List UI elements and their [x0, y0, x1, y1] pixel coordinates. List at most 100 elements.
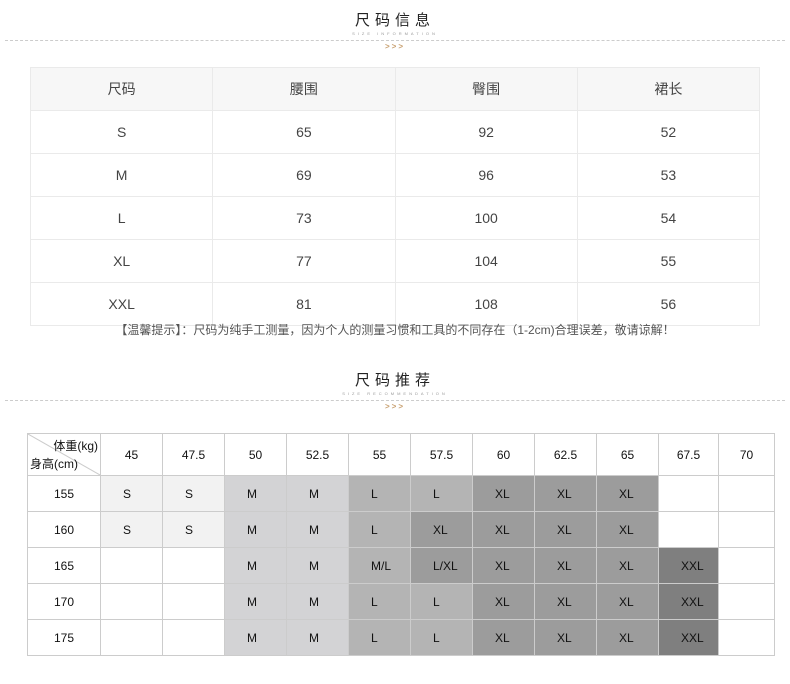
weight-cell: 55: [348, 433, 411, 476]
size-cell: [718, 511, 775, 548]
size-cell: L: [348, 619, 411, 656]
height-row: 170 M M L L XL XL XL XXL: [27, 583, 775, 620]
height-row: 160 S S M M L XL XL XL XL: [27, 511, 775, 548]
size-cell: L: [410, 475, 473, 512]
header-cell: 腰围: [212, 67, 396, 111]
table-row: S 65 92 52: [29, 110, 761, 154]
height-row: 155 S S M M L L XL XL XL: [27, 475, 775, 512]
diagonal-line: [28, 434, 100, 475]
size-cell: XL: [534, 583, 597, 620]
corner-cell: 体重(kg) 身高(cm): [27, 433, 101, 476]
size-cell: XXL: [658, 619, 719, 656]
weight-cell: 45: [100, 433, 163, 476]
weight-cell: 57.5: [410, 433, 473, 476]
arrows-icon: >>>: [380, 402, 409, 411]
size-cell: XL: [596, 619, 659, 656]
height-cell: 160: [27, 511, 101, 548]
weight-cell: 70: [718, 433, 775, 476]
table-header: 尺码 腰围 臀围 裙长: [29, 67, 761, 111]
size-cell: XL: [596, 583, 659, 620]
size-info-heading: 尺码信息 SIZE INFORMATION >>>: [0, 9, 790, 51]
arrows-icon: >>>: [380, 42, 409, 51]
size-cell: L: [348, 511, 411, 548]
size-cell: [162, 583, 225, 620]
size-cell: XL: [534, 547, 597, 584]
header-cell: 尺码: [29, 67, 214, 111]
table-cell: 54: [576, 196, 761, 240]
size-cell: XL: [472, 583, 535, 620]
weight-cell: 62.5: [534, 433, 597, 476]
size-cell: S: [162, 511, 225, 548]
height-row: 175 M M L L XL XL XL XXL: [27, 619, 775, 656]
size-cell: [718, 619, 775, 656]
size-cell: L: [410, 619, 473, 656]
height-row: 165 M M M/L L/XL XL XL XL XXL: [27, 547, 775, 584]
size-cell: S: [100, 475, 163, 512]
table-row: XXL 81 108 56: [29, 282, 761, 326]
size-cell: XL: [596, 547, 659, 584]
table-cell: 73: [212, 196, 396, 240]
table-cell: XL: [29, 239, 214, 283]
size-cell: XL: [596, 511, 659, 548]
table-row: XL 77 104 55: [29, 239, 761, 283]
size-cell: XL: [596, 475, 659, 512]
weight-cell: 65: [596, 433, 659, 476]
divider: [5, 40, 785, 41]
weight-cell: 52.5: [286, 433, 349, 476]
size-recommendation-table: 体重(kg) 身高(cm) 45 47.5 50 52.5 55 57.5 60 62.5 65…: [27, 433, 775, 656]
size-cell: XL: [534, 475, 597, 512]
size-cell: M: [286, 511, 349, 548]
height-cell: 175: [27, 619, 101, 656]
size-cell: XL: [410, 511, 473, 548]
size-cell: M: [224, 475, 287, 512]
height-label: 身高(cm): [30, 457, 78, 471]
size-cell: [100, 583, 163, 620]
size-cell: M: [286, 475, 349, 512]
table-cell: 69: [212, 153, 396, 197]
table-cell: XXL: [29, 282, 214, 326]
weight-cell: 47.5: [162, 433, 225, 476]
size-cell: [718, 547, 775, 584]
size-cell: XL: [534, 511, 597, 548]
size-cell: M: [224, 583, 287, 620]
size-cell: M: [286, 619, 349, 656]
notice-text: 【温馨提示】：尺码为纯手工测量，因为个人的测量习惯和工具的不同存在（1-2cm)…: [115, 323, 675, 337]
size-cell: [162, 547, 225, 584]
size-cell: XL: [534, 619, 597, 656]
table-cell: M: [29, 153, 214, 197]
size-cell: M: [224, 511, 287, 548]
size-cell: XXL: [658, 547, 719, 584]
weight-cell: 67.5: [658, 433, 719, 476]
size-cell: XL: [472, 547, 535, 584]
weight-cell: 60: [472, 433, 535, 476]
table-cell: 92: [394, 110, 578, 154]
size-cell: [658, 475, 719, 512]
size-cell: M: [224, 619, 287, 656]
header-cell: 裙长: [576, 67, 761, 111]
size-cell: S: [100, 511, 163, 548]
divider: [5, 400, 785, 401]
size-cell: M: [224, 547, 287, 584]
table-cell: 55: [576, 239, 761, 283]
size-cell: [658, 511, 719, 548]
size-cell: [100, 547, 163, 584]
table-cell: 96: [394, 153, 578, 197]
size-cell: M: [286, 547, 349, 584]
height-cell: 170: [27, 583, 101, 620]
size-cell: [162, 619, 225, 656]
height-cell: 165: [27, 547, 101, 584]
size-cell: M/L: [348, 547, 411, 584]
size-cell: [100, 619, 163, 656]
size-cell: L/XL: [410, 547, 473, 584]
weight-cell: 50: [224, 433, 287, 476]
size-cell: M: [286, 583, 349, 620]
size-cell: L: [348, 583, 411, 620]
size-cell: XL: [472, 619, 535, 656]
table-cell: S: [29, 110, 214, 154]
size-cell: L: [410, 583, 473, 620]
size-cell: XXL: [658, 583, 719, 620]
table-cell: 56: [576, 282, 761, 326]
table-cell: 52: [576, 110, 761, 154]
weight-label: 体重(kg): [53, 439, 98, 453]
table-row: L 73 100 54: [29, 196, 761, 240]
